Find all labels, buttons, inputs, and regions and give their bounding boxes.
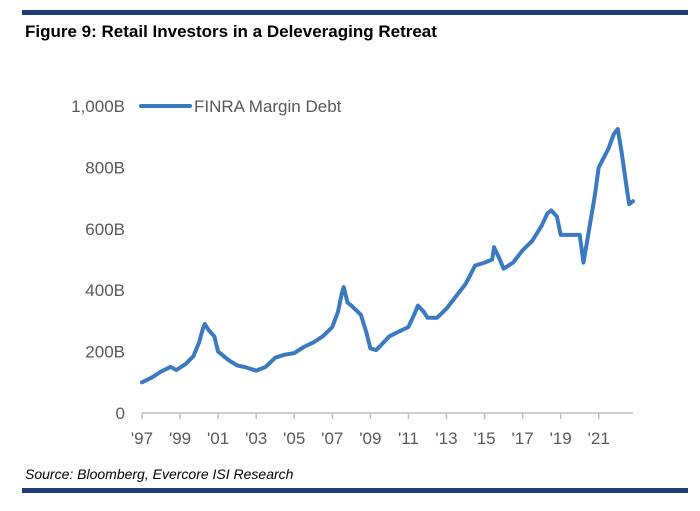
x-tick-label: '03 [245, 429, 267, 448]
x-tick-label: '11 [398, 429, 419, 448]
bottom-rule [22, 488, 688, 493]
series-line-finra-margin-debt [140, 127, 635, 385]
x-tick-label: '17 [512, 429, 534, 448]
y-tick-label: 800B [85, 158, 125, 177]
x-tick-label: '13 [435, 429, 457, 448]
y-tick-label: 1,000B [71, 97, 125, 116]
legend: FINRA Margin Debt [139, 97, 342, 116]
x-tick-label: '97 [131, 429, 153, 448]
x-axis-ticks: '97 '99 '01 '03 '05 '07 '09 '11 '13 '15 '17 '19 '21 [131, 413, 610, 448]
y-tick-label: 600B [85, 220, 125, 239]
x-tick-label: '15 [473, 429, 495, 448]
x-tick-label: '21 [588, 429, 610, 448]
y-tick-label: 200B [85, 343, 125, 362]
y-axis-ticks: 0 200B 400B 600B 800B 1,000B [71, 97, 125, 423]
series-group [140, 127, 635, 385]
x-tick-label: '19 [550, 429, 572, 448]
x-tick-label: '05 [283, 429, 305, 448]
x-tick-label: '01 [207, 429, 229, 448]
top-rule [22, 10, 688, 15]
x-tick-label: '99 [169, 429, 191, 448]
figure-title: Figure 9: Retail Investors in a Delevera… [25, 22, 437, 41]
source-note: Source: Bloomberg, Evercore ISI Research [25, 466, 294, 482]
y-tick-label: 400B [85, 281, 125, 300]
y-tick-label: 0 [116, 404, 125, 423]
x-tick-label: '09 [359, 429, 381, 448]
legend-label: FINRA Margin Debt [194, 97, 342, 116]
x-tick-label: '07 [321, 429, 343, 448]
